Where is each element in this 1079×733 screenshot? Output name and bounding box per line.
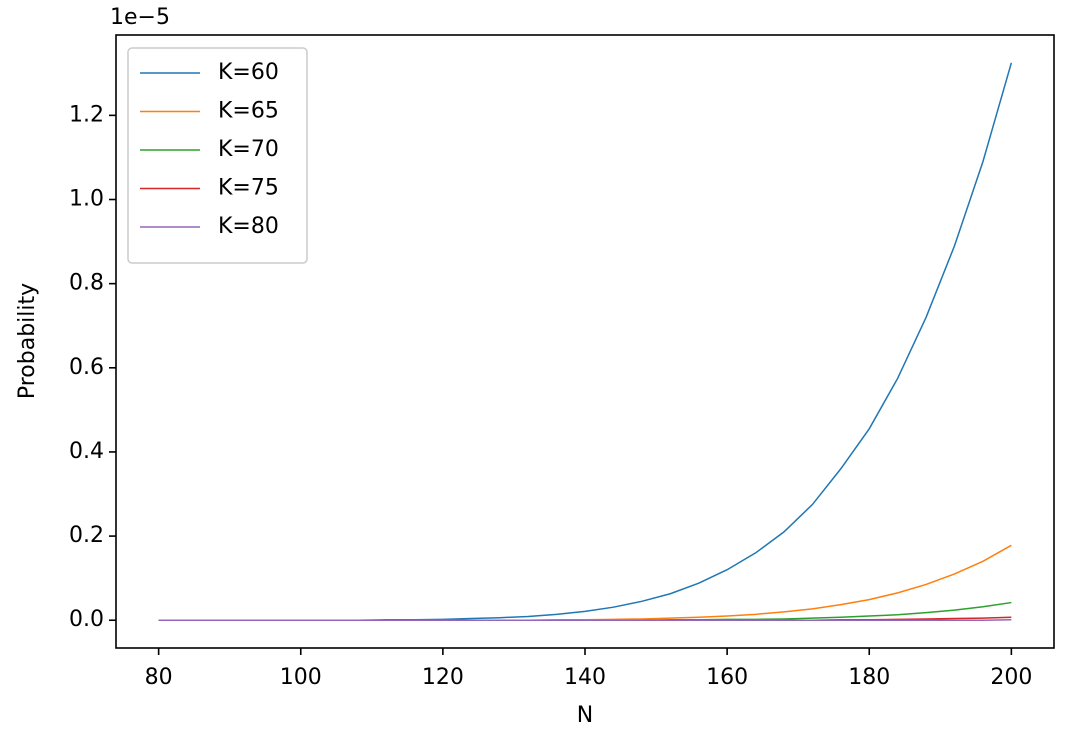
legend-label: K=80 — [218, 214, 279, 239]
y-tick-label: 0.4 — [69, 439, 104, 464]
x-tick-label: 200 — [990, 665, 1032, 690]
y-tick-label: 0.0 — [69, 607, 104, 632]
y-tick-label: 1.2 — [69, 102, 104, 127]
legend-box — [127, 47, 308, 264]
x-tick-label: 100 — [280, 665, 322, 690]
legend-label: K=75 — [218, 176, 279, 201]
y-tick-label: 1.0 — [69, 187, 104, 212]
x-tick-label: 140 — [564, 665, 606, 690]
plot-frame — [115, 34, 1055, 649]
legend-label: K=60 — [218, 60, 279, 85]
y-tick-label: 0.8 — [69, 271, 104, 296]
legend-label: K=65 — [218, 99, 279, 124]
x-tick-label: 180 — [848, 665, 890, 690]
x-tick-label: 120 — [422, 665, 464, 690]
series-line — [158, 544, 1012, 621]
legend-label: K=70 — [218, 137, 279, 162]
y-axis-label: Probability — [15, 283, 40, 399]
x-tick-label: 160 — [706, 665, 748, 690]
y-tick-label: 0.2 — [69, 523, 104, 548]
x-tick-label: 80 — [145, 665, 173, 690]
x-axis-label: N — [577, 703, 593, 728]
y-tick-label: 0.6 — [69, 355, 104, 380]
offset-label: 1e−5 — [110, 5, 170, 30]
